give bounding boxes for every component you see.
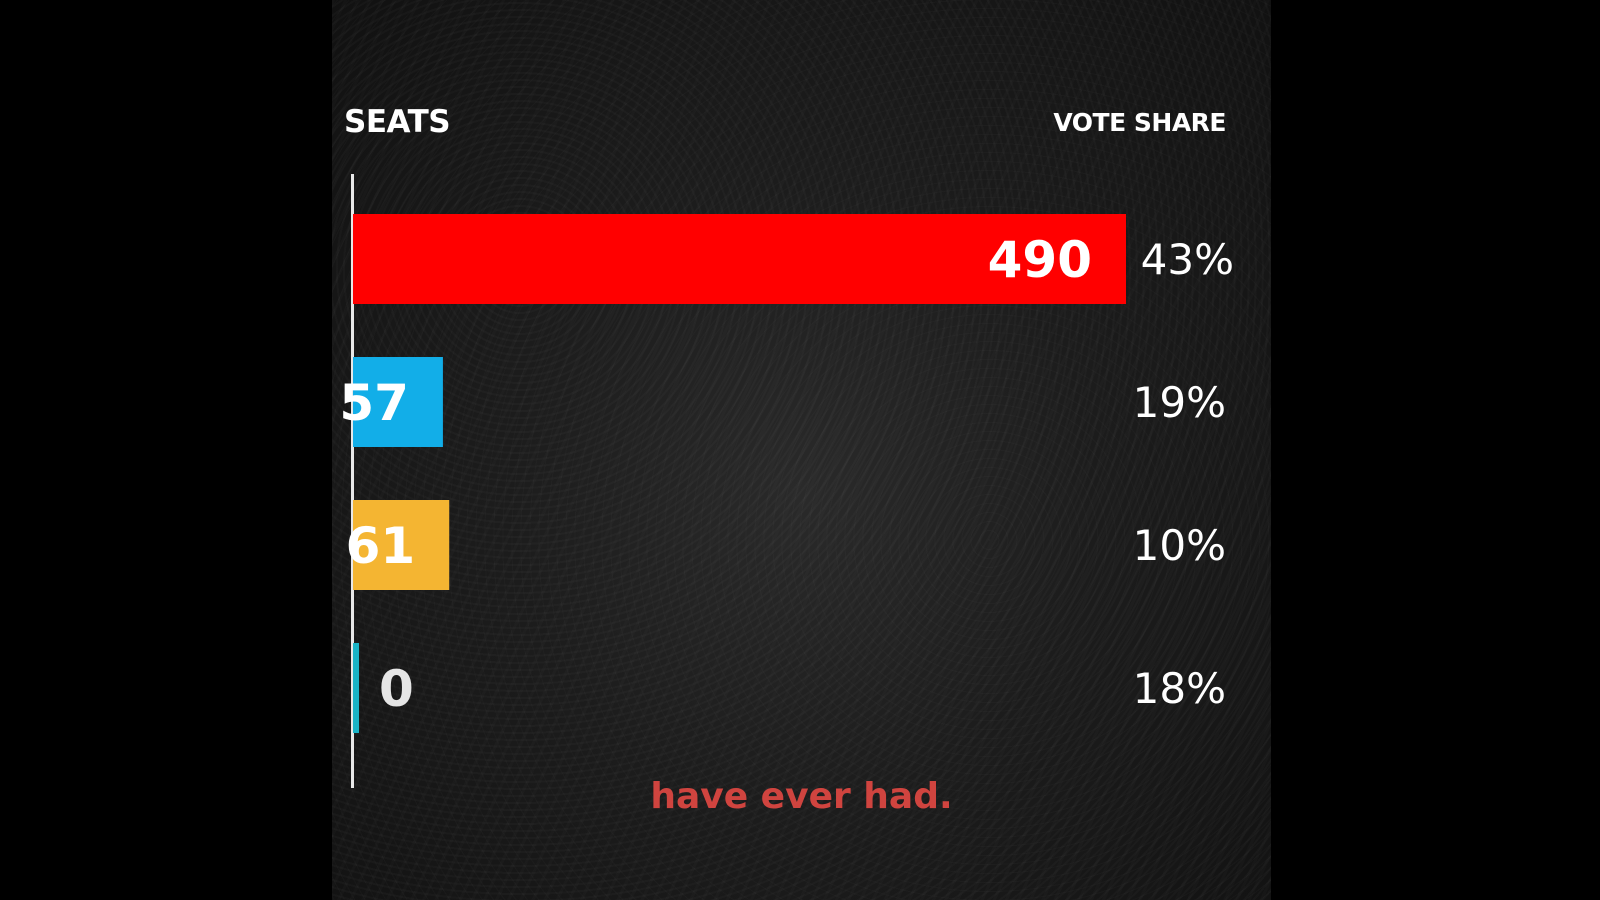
bar-value-label-2: 61: [346, 517, 416, 575]
seats-header: SEATS: [344, 104, 451, 140]
subtitle-caption: have ever had.: [650, 776, 953, 817]
vote-share-label-3: 18%: [1133, 664, 1226, 713]
vote-share-label-0: 43%: [1141, 235, 1234, 284]
bar-value-label-0: 490: [988, 231, 1092, 289]
vote-share-label-1: 19%: [1133, 378, 1226, 427]
seats-bar-chart: 490 43% 57 19% 61 10% 0 18%: [339, 214, 1234, 733]
y-axis-line: [351, 174, 354, 788]
vote-share-header: VOTE SHARE: [1053, 108, 1226, 137]
bar-0: [353, 214, 1126, 304]
vote-share-label-2: 10%: [1133, 521, 1226, 570]
bar-value-label-3: 0: [379, 660, 414, 718]
bar-value-label-1: 57: [339, 374, 409, 432]
bar-2: [353, 500, 450, 590]
bar-1: [353, 357, 443, 447]
chart-stage: SEATS VOTE SHARE 490 43% 57 19% 61 10% 0 18% ha…: [332, 0, 1271, 900]
bar-3: [353, 643, 359, 733]
